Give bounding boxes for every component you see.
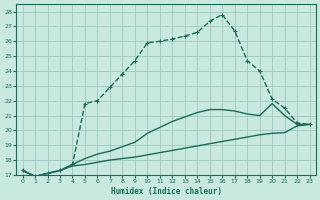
X-axis label: Humidex (Indice chaleur): Humidex (Indice chaleur) [111, 187, 221, 196]
